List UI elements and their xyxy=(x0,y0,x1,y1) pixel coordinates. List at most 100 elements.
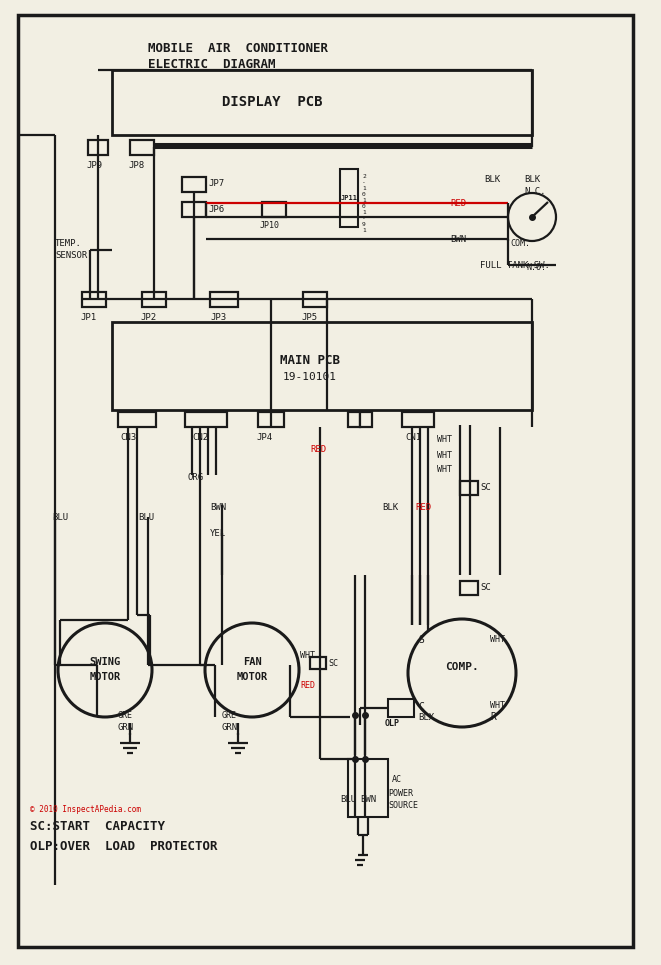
Bar xyxy=(460,481,478,495)
Text: 1: 1 xyxy=(362,186,366,191)
Text: RED: RED xyxy=(450,199,466,207)
Text: R: R xyxy=(490,712,496,722)
Text: JP2: JP2 xyxy=(140,313,156,321)
Text: TEMP.: TEMP. xyxy=(55,238,82,247)
Bar xyxy=(402,412,434,427)
Text: WHT: WHT xyxy=(490,701,505,709)
Text: WHT: WHT xyxy=(490,636,505,645)
Text: POWER: POWER xyxy=(388,788,413,797)
Bar xyxy=(360,412,372,427)
Bar xyxy=(303,292,327,307)
Bar xyxy=(82,292,106,307)
Text: BWN: BWN xyxy=(210,503,226,511)
Text: CN3: CN3 xyxy=(120,432,136,442)
Text: GRN: GRN xyxy=(222,723,238,731)
Bar xyxy=(182,177,206,192)
Text: CN2: CN2 xyxy=(192,432,208,442)
Text: 9: 9 xyxy=(362,223,366,228)
Text: WHT: WHT xyxy=(437,465,452,475)
Text: JP10: JP10 xyxy=(260,222,280,231)
Text: BWN: BWN xyxy=(450,234,466,243)
Bar xyxy=(310,657,326,669)
Text: WHT: WHT xyxy=(437,435,452,445)
Text: 2: 2 xyxy=(362,175,366,179)
Text: OLP:OVER  LOAD  PROTECTOR: OLP:OVER LOAD PROTECTOR xyxy=(30,841,217,853)
Text: -: - xyxy=(362,216,366,222)
Text: JP6: JP6 xyxy=(208,205,224,213)
Text: SC: SC xyxy=(328,658,338,668)
Text: RED: RED xyxy=(415,503,431,511)
Text: JP7: JP7 xyxy=(208,179,224,188)
Bar xyxy=(460,581,478,595)
Text: GRE: GRE xyxy=(222,710,237,720)
Text: CN1: CN1 xyxy=(405,432,421,442)
Text: SWING: SWING xyxy=(89,657,120,667)
Bar xyxy=(182,202,206,217)
Text: MAIN PCB: MAIN PCB xyxy=(280,353,340,367)
Text: S: S xyxy=(418,635,424,645)
Text: SOURCE: SOURCE xyxy=(388,801,418,810)
Text: GRN: GRN xyxy=(118,723,134,731)
Text: BLU: BLU xyxy=(52,512,68,521)
Circle shape xyxy=(508,193,556,241)
Text: BLK: BLK xyxy=(484,175,500,183)
Bar xyxy=(340,169,358,227)
Bar xyxy=(388,699,414,717)
Text: MOBILE  AIR  CONDITIONER: MOBILE AIR CONDITIONER xyxy=(148,42,328,56)
Bar xyxy=(112,70,532,135)
Text: SC:START  CAPACITY: SC:START CAPACITY xyxy=(30,820,165,834)
Text: AC: AC xyxy=(392,776,402,785)
Text: BWN: BWN xyxy=(360,795,376,805)
Text: JP8: JP8 xyxy=(128,160,144,170)
Text: 0: 0 xyxy=(362,205,366,209)
Text: WHT: WHT xyxy=(300,650,315,659)
Text: WHT: WHT xyxy=(437,451,452,459)
Circle shape xyxy=(408,619,516,727)
Text: FULL TANK SW.: FULL TANK SW. xyxy=(480,261,550,269)
Text: JP3: JP3 xyxy=(210,313,226,321)
Text: JP1: JP1 xyxy=(80,313,96,321)
Bar xyxy=(88,140,108,155)
Text: OLP: OLP xyxy=(385,720,400,729)
Text: ELECTRIC  DIAGRAM: ELECTRIC DIAGRAM xyxy=(148,59,276,71)
Text: RED: RED xyxy=(310,446,326,455)
Text: SENSOR: SENSOR xyxy=(55,251,87,260)
Text: FAN: FAN xyxy=(243,657,261,667)
Text: SC: SC xyxy=(480,584,490,593)
Text: JP9: JP9 xyxy=(86,160,102,170)
Text: 0: 0 xyxy=(362,192,366,198)
Bar xyxy=(112,322,532,410)
Bar xyxy=(130,140,154,155)
Text: JP5: JP5 xyxy=(301,313,317,321)
Text: JP11: JP11 xyxy=(340,195,358,201)
Text: YEL: YEL xyxy=(210,529,226,538)
Circle shape xyxy=(58,623,152,717)
Text: BLX: BLX xyxy=(418,712,434,722)
Text: COMP.: COMP. xyxy=(445,662,479,672)
Text: COM.: COM. xyxy=(510,238,530,247)
Text: © 2010 InspectAPedia.com: © 2010 InspectAPedia.com xyxy=(30,806,141,814)
Text: BLK: BLK xyxy=(524,175,540,183)
Bar xyxy=(258,412,284,427)
Text: C: C xyxy=(418,702,424,712)
Text: GRE: GRE xyxy=(118,710,133,720)
Text: JP4: JP4 xyxy=(256,432,272,442)
Text: RED: RED xyxy=(300,680,315,690)
Bar xyxy=(185,412,227,427)
Text: ORG: ORG xyxy=(188,473,204,482)
Bar xyxy=(210,292,238,307)
Bar xyxy=(118,412,156,427)
Text: 19-10101: 19-10101 xyxy=(283,372,337,382)
Text: 1: 1 xyxy=(362,210,366,215)
Text: N.C.: N.C. xyxy=(524,187,545,197)
Text: SC: SC xyxy=(480,483,490,492)
Text: BLU: BLU xyxy=(340,795,356,805)
Text: BLU: BLU xyxy=(138,512,154,521)
Text: BLK: BLK xyxy=(382,503,398,511)
Text: DISPLAY  PCB: DISPLAY PCB xyxy=(221,95,323,109)
Bar xyxy=(348,759,388,817)
Text: N.O.: N.O. xyxy=(526,262,546,271)
Bar xyxy=(348,412,360,427)
Circle shape xyxy=(205,623,299,717)
Text: 1: 1 xyxy=(362,229,366,234)
